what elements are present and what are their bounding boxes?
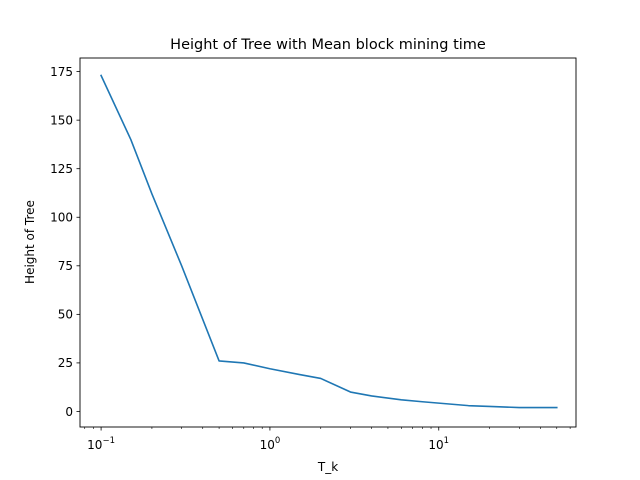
x-tick-label-exponent: 0 — [275, 436, 280, 446]
series-line — [100, 74, 558, 409]
x-tick-label-exponent: 1 — [444, 436, 449, 446]
y-tick-label: 175 — [50, 65, 73, 79]
y-tick-label: 150 — [50, 113, 73, 127]
y-tick-label: 125 — [50, 162, 73, 176]
y-tick-label: 100 — [50, 211, 73, 225]
x-axis: 10−1 100 101 — [84, 427, 571, 452]
y-tick-label: 50 — [58, 308, 73, 322]
x-tick-label: 101 — [428, 436, 449, 452]
y-tick-label: 75 — [58, 259, 73, 273]
y-tick-label: 25 — [58, 356, 73, 370]
y-axis: 0 25 50 75 100 125 150 175 — [50, 65, 80, 419]
y-tick-label: 0 — [65, 405, 73, 419]
axes-frame — [79, 57, 577, 428]
y-axis-label: Height of Tree — [23, 200, 37, 284]
x-tick-label: 10−1 — [87, 436, 115, 452]
x-tick-label-base: 10 — [87, 438, 102, 452]
x-tick-label-base: 10 — [260, 438, 275, 452]
x-axis-label: T_k — [317, 460, 338, 474]
x-tick-label: 100 — [260, 436, 281, 452]
x-tick-label-base: 10 — [428, 438, 443, 452]
chart-title: Height of Tree with Mean block mining ti… — [170, 37, 486, 53]
series-layer — [100, 74, 558, 409]
x-tick-label-exponent: −1 — [102, 436, 115, 446]
